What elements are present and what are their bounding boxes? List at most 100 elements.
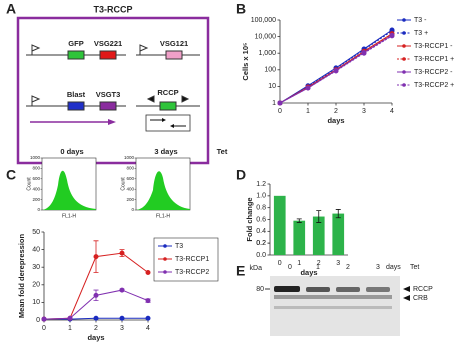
legend-marker [163, 257, 167, 261]
y-tick-label: 1.2 [256, 181, 266, 188]
x-tick-label: 3 [362, 108, 366, 115]
hist-xlabel: FL1-H [156, 213, 170, 219]
legend-marker [402, 31, 406, 35]
promoter [139, 44, 149, 55]
treatment-label: Tet [410, 264, 419, 271]
y-tick-label: 20 [32, 282, 40, 289]
band [274, 295, 392, 299]
legend-marker [402, 44, 406, 48]
gene-label: VSG221 [94, 39, 122, 48]
point [305, 85, 311, 91]
gene-box [99, 101, 117, 111]
lane-label: 1 [316, 264, 320, 271]
hist-tick-label: 400 [126, 186, 134, 191]
panel-label: E [236, 263, 245, 279]
gene-label: GFP [68, 39, 83, 48]
point [119, 287, 125, 293]
legend-marker [163, 270, 167, 274]
y-tick-label: 50 [32, 229, 40, 236]
band [274, 306, 392, 309]
construct-2 [26, 95, 200, 111]
primer-box [145, 114, 191, 132]
y-tick-label: 0.6 [256, 216, 266, 223]
diagram-frame [16, 16, 210, 165]
point [119, 250, 125, 256]
point [93, 254, 99, 260]
legend-label: T3-RCCP2 - [414, 69, 453, 76]
y-tick-label: 0 [36, 317, 40, 324]
y-tick-label: 1.0 [256, 193, 266, 200]
point [389, 33, 395, 39]
panel-label: A [6, 1, 16, 17]
hist-tick-label: 1000 [124, 155, 135, 160]
hist-xlabel: FL1-H [62, 213, 76, 219]
hist-title: 3 days [154, 147, 177, 156]
legend-frame [153, 237, 219, 282]
hist-area [42, 170, 96, 210]
legend-label: T3 [175, 243, 183, 250]
construct-1 [26, 44, 200, 60]
x-tick-label: 3 [120, 325, 124, 332]
legend-marker [402, 18, 406, 22]
x-tick-label: 0 [278, 108, 282, 115]
band [274, 286, 300, 292]
promoter [31, 95, 41, 106]
point [119, 315, 125, 321]
x-tick-label: 4 [146, 325, 150, 332]
band-arrow [403, 286, 410, 292]
hist-tick-label: 200 [126, 197, 134, 202]
legend-marker [402, 83, 406, 87]
point [145, 315, 151, 321]
bar [293, 220, 306, 255]
x-axis-label: days [87, 333, 104, 342]
hist-tick-label: 600 [32, 176, 40, 181]
blot-marker: 80 [256, 286, 264, 293]
blot-image [270, 276, 400, 336]
legend-label: T3-RCCP2 [175, 269, 209, 276]
gene-box [67, 50, 85, 60]
arrowhead [108, 119, 116, 125]
error-bar [316, 210, 322, 223]
gene-box [67, 101, 85, 111]
gene-box [165, 50, 183, 60]
hist-tick-label: 1000 [30, 155, 41, 160]
y-tick-label: 100,000 [251, 17, 276, 24]
site [146, 95, 155, 103]
arrowhead [170, 124, 174, 128]
y-tick-label: 0.2 [256, 240, 266, 247]
hist-ylabel: Count [26, 177, 32, 191]
x-tick-label: 0 [42, 325, 46, 332]
point [41, 316, 47, 322]
legend-label: T3 + [414, 30, 428, 37]
point [145, 269, 151, 275]
x-tick-label: 2 [334, 108, 338, 115]
lane-label: 2 [346, 264, 350, 271]
point [93, 292, 99, 298]
legend-label: T3-RCCP1 + [414, 56, 454, 63]
x-tick-label: 1 [306, 108, 310, 115]
y-tick-label: 1 [272, 100, 276, 107]
x-tick-label: 0 [278, 260, 282, 267]
hist-tick-label: 0 [37, 207, 40, 212]
x-axis-label: days [327, 116, 344, 125]
band-label: CRB [413, 295, 428, 302]
arrowhead [162, 118, 166, 122]
histogram [41, 157, 191, 211]
y-tick-label: 1,000 [258, 50, 276, 57]
hist-ylabel: Count [120, 177, 126, 191]
point [93, 315, 99, 321]
y-tick-label: 0.2 [256, 240, 266, 247]
legend-marker [402, 70, 406, 74]
legend-label: T3 - [414, 17, 427, 24]
band-arrow [403, 295, 410, 301]
legend-label: T3-RCCP1 - [414, 43, 453, 50]
legend-label: T3-RCCP1 [175, 256, 209, 263]
hist-tick-label: 600 [126, 176, 134, 181]
y-tick-label: 10 [268, 83, 276, 90]
band [306, 287, 330, 292]
hist-tick-label: 400 [32, 186, 40, 191]
band-label: RCCP [413, 286, 433, 293]
promoter [31, 44, 41, 55]
